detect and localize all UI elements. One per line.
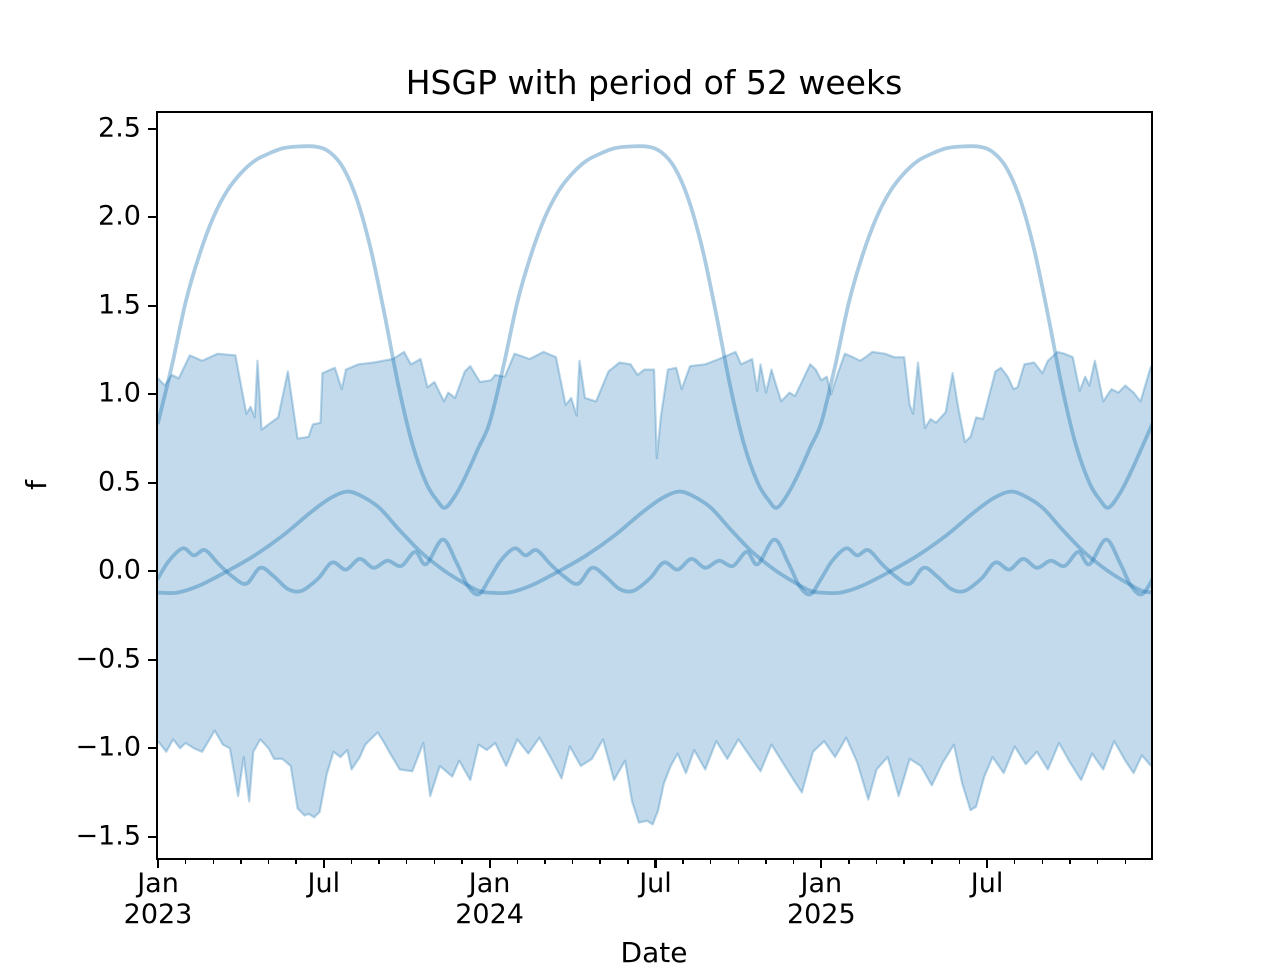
x-minor-tick-mark [240,858,242,864]
x-minor-tick-mark [1069,858,1071,864]
uncertainty-band [158,351,1151,825]
x-minor-tick-mark [571,858,574,864]
y-tick-label: −1.5 [75,820,141,852]
sample-curve-medium [158,489,1151,596]
y-tick-mark [148,216,158,219]
x-major-tick-mark [820,858,823,868]
x-tick-label: Jul [970,868,1004,899]
sample-curve-wiggly [158,537,1151,597]
x-minor-tick-mark [599,858,601,864]
x-minor-tick-mark [958,858,961,864]
x-minor-tick-mark [765,858,767,864]
x-minor-tick-mark [212,858,215,864]
uncertainty-band-bottom-edge [158,729,1151,826]
y-tick-label: 0.0 [98,554,141,586]
x-tick-label: Jul [307,868,341,899]
x-tick-year-label: 2025 [786,899,856,930]
x-minor-tick-mark [461,858,463,864]
x-minor-tick-mark [544,858,546,864]
y-tick-label: −1.0 [75,731,141,763]
x-tick-year-label: 2023 [123,899,193,930]
y-tick-mark [148,481,158,484]
x-minor-tick-mark [1124,858,1127,864]
y-tick-mark [148,835,158,838]
x-minor-tick-mark [405,858,408,864]
x-minor-tick-mark [295,858,297,864]
y-tick-mark [148,747,158,750]
x-minor-tick-mark [1041,858,1044,864]
y-tick-label: −0.5 [75,643,141,675]
x-tick-year-label: 2024 [455,899,524,930]
x-minor-tick-mark [1096,858,1099,864]
y-tick-label: 1.5 [98,289,141,321]
x-minor-tick-mark [875,858,878,864]
x-minor-tick-mark [184,858,187,864]
x-minor-tick-mark [682,858,684,864]
y-tick-label: 1.0 [98,377,141,409]
y-tick-mark [148,393,158,396]
uncertainty-band-top-edge [158,350,1151,460]
x-minor-tick-mark [627,858,629,864]
chart-title: HSGP with period of 52 weeks [405,63,903,102]
x-minor-tick-mark [709,858,712,864]
x-major-tick-mark [322,858,325,868]
y-tick-mark [148,570,158,573]
x-minor-tick-mark [350,858,353,864]
y-tick-label: 0.5 [98,466,141,498]
sample-curve-large [158,144,1151,510]
x-minor-tick-mark [792,858,795,864]
x-minor-tick-mark [848,858,850,864]
x-minor-tick-mark [931,858,933,864]
x-minor-tick-mark [903,858,905,864]
y-axis-label: f [20,480,53,490]
x-minor-tick-mark [737,858,740,864]
x-minor-tick-mark [433,858,436,864]
plot-frame [156,111,1153,860]
x-major-tick-mark [156,858,160,868]
x-major-tick-mark [986,858,989,868]
x-tick-label: Jul [639,868,672,899]
x-minor-tick-mark [378,858,380,864]
x-tick-label: Jan 2024 [455,868,524,930]
y-tick-label: 2.5 [98,112,141,144]
x-axis-label: Date [620,936,688,969]
x-major-tick-mark [654,858,657,868]
x-minor-tick-mark [1013,858,1016,864]
y-tick-mark [148,127,158,130]
plot-svg [158,144,1151,826]
y-tick-mark [148,658,158,661]
x-minor-tick-mark [516,858,519,864]
x-major-tick-mark [488,858,491,868]
y-tick-label: 2.0 [98,200,141,232]
x-tick-label: Jan 2023 [123,868,193,930]
x-minor-tick-mark [267,858,270,864]
x-tick-label: Jan 2025 [786,868,856,930]
y-tick-mark [148,304,158,307]
